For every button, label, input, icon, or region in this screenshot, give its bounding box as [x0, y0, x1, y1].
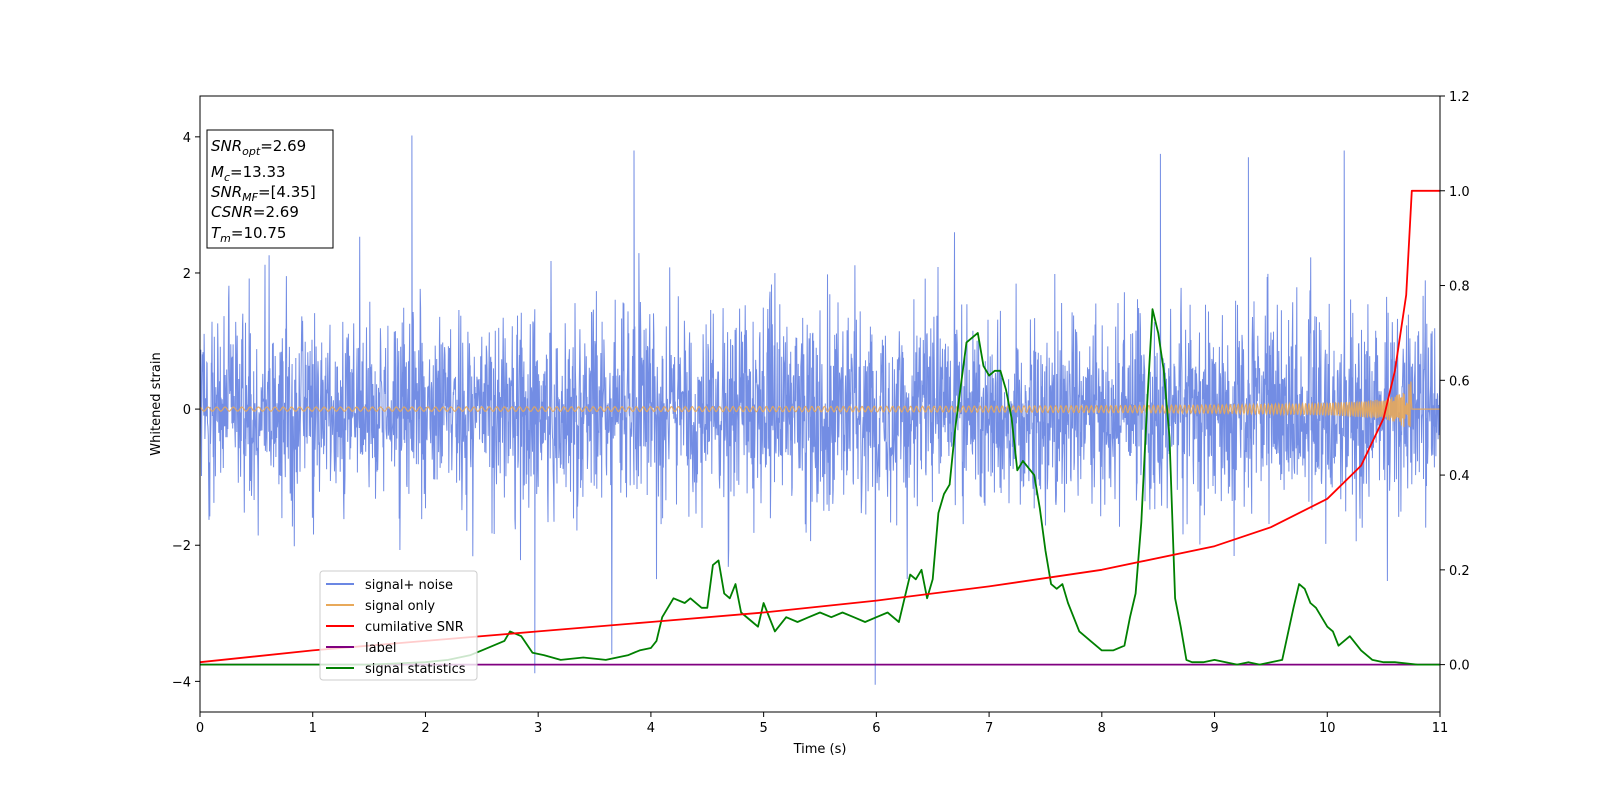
- info-box: SNRopt=2.69 Mc=13.33 SNRMF=[4.35] CSNR=2…: [206, 129, 334, 249]
- y-tick-label: 2: [183, 267, 191, 282]
- legend: signal+ noise signal only cumilative SNR la…: [319, 570, 478, 681]
- y-axis-right: 0.0 0.2 0.4 0.6 0.8 1.0 1.2: [1440, 90, 1470, 674]
- x-tick-label: 7: [985, 721, 993, 736]
- y2-tick-label: 0.2: [1449, 564, 1470, 579]
- legend-label: label: [365, 641, 396, 656]
- x-tick-label: 0: [196, 721, 204, 736]
- info-tm: Tm=10.75: [211, 224, 286, 245]
- legend-label: signal+ noise: [365, 578, 453, 593]
- signal-only-line: [200, 381, 1440, 428]
- plot-frame: [199, 95, 1441, 713]
- x-tick-label: 9: [1210, 721, 1218, 736]
- legend-label: cumilative SNR: [365, 620, 464, 635]
- x-axis: 0 1 2 3 4 5 6 7 8 9 10 11: [196, 712, 1448, 736]
- y2-tick-label: 1.2: [1449, 90, 1470, 105]
- y2-tick-label: 0.4: [1449, 469, 1470, 484]
- legend-label: signal statistics: [365, 662, 466, 677]
- y2-tick-label: 0.8: [1449, 280, 1470, 295]
- legend-label: signal only: [365, 599, 435, 614]
- legend-frame: [319, 570, 478, 681]
- y-tick-label: −2: [172, 539, 191, 554]
- info-csnr: CSNR=2.69: [211, 203, 299, 221]
- y-tick-label: 0: [183, 403, 191, 418]
- info-box-frame: [206, 129, 334, 249]
- cumulative-snr-line: [200, 189, 1440, 664]
- x-tick-label: 2: [421, 721, 429, 736]
- x-axis-label: Time (s): [793, 742, 847, 757]
- y-axis-label: Whitened strain: [149, 352, 164, 455]
- y-tick-label: 4: [183, 131, 191, 146]
- y2-tick-label: 0.0: [1449, 659, 1470, 674]
- x-tick-label: 1: [309, 721, 317, 736]
- info-snr-mf: SNRMF=[4.35]: [211, 183, 316, 204]
- y2-tick-label: 0.6: [1449, 374, 1470, 389]
- x-tick-label: 10: [1319, 721, 1336, 736]
- info-snr-opt: SNRopt=2.69: [211, 137, 306, 158]
- x-tick-label: 3: [534, 721, 542, 736]
- x-tick-label: 8: [1098, 721, 1106, 736]
- y-tick-label: −4: [172, 675, 191, 690]
- y2-tick-label: 1.0: [1449, 185, 1470, 200]
- signal-statistics-line: [200, 308, 1440, 666]
- x-tick-label: 5: [759, 721, 767, 736]
- x-tick-label: 6: [872, 721, 880, 736]
- signal-only-series: [200, 381, 1440, 428]
- x-tick-label: 11: [1432, 721, 1449, 736]
- info-mc: Mc=13.33: [211, 163, 286, 184]
- x-tick-label: 4: [647, 721, 655, 736]
- signal-noise-series: [200, 135, 1440, 685]
- y-axis-left: −4 −2 0 2 4: [172, 131, 200, 690]
- signal-noise-line: [200, 135, 1440, 685]
